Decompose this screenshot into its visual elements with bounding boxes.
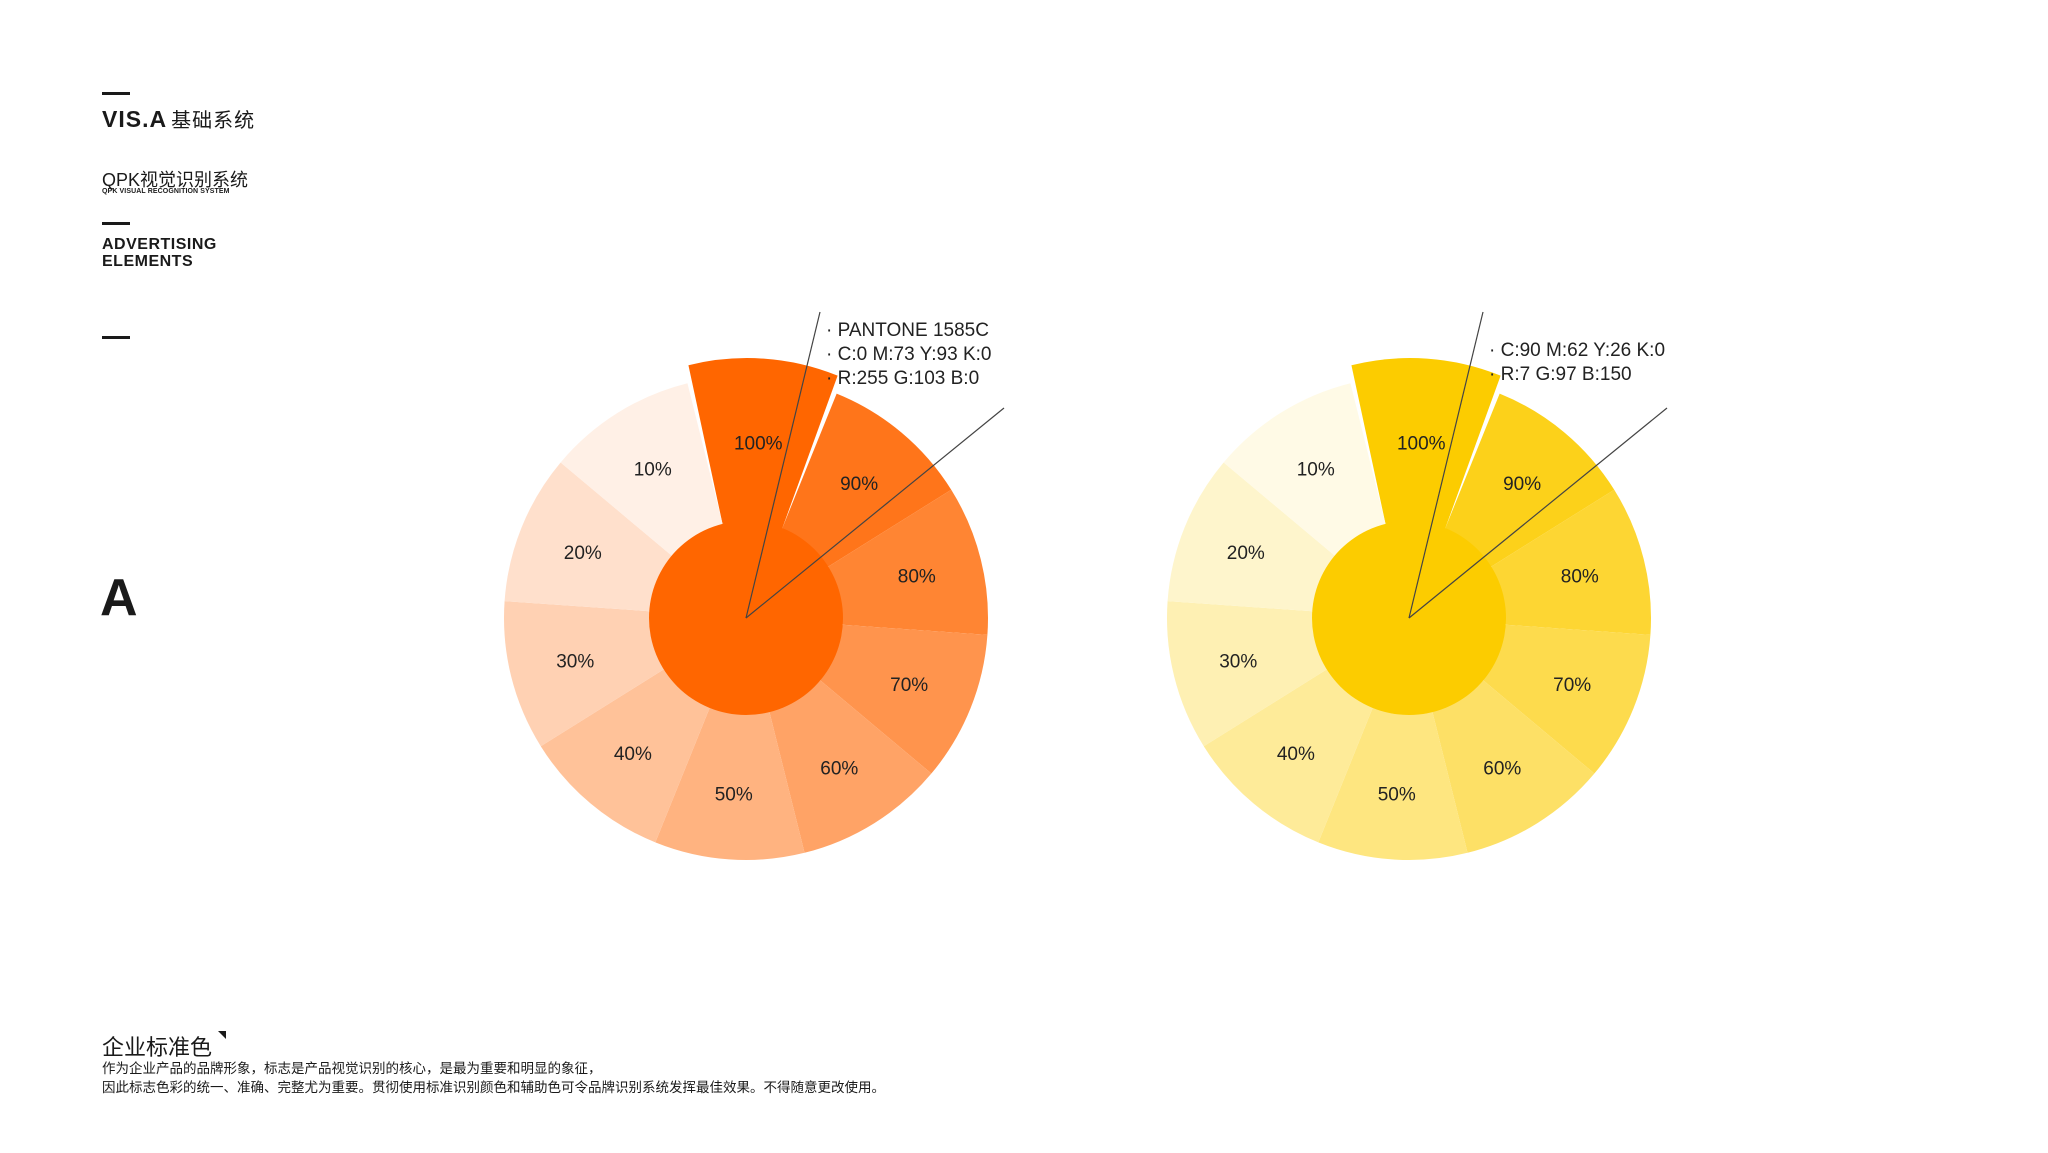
tint-segment-30pct (1167, 601, 1327, 747)
tint-segment-50pct (1318, 707, 1468, 860)
tint-label-20pct: 20% (1227, 543, 1265, 564)
tint-segment-10pct (560, 383, 723, 556)
tint-label-100pct: 100% (734, 433, 783, 454)
tint-segment-40pct (540, 669, 710, 843)
qpk-subtitle: QPK VISUAL RECOGNITION SYSTEM (102, 188, 230, 195)
tint-segment-20pct (504, 462, 672, 612)
tint-segment-90pct (782, 393, 952, 567)
tint-label-50pct: 50% (1378, 785, 1416, 806)
tint-segment-60pct (769, 680, 932, 853)
tint-label-40pct: 40% (1277, 744, 1315, 765)
section-letter: A (100, 569, 138, 627)
vis-code: VIS.A (102, 106, 168, 132)
tint-label-80pct: 80% (1561, 566, 1599, 587)
tint-label-70pct: 70% (1553, 675, 1591, 696)
header-dash-3 (102, 336, 130, 339)
vis-cn-title: 基础系统 (171, 110, 256, 132)
category-line-2: ELEMENTS (102, 253, 194, 270)
tint-segment-30pct (504, 601, 664, 747)
tint-label-20pct: 20% (564, 543, 602, 564)
tint-label-80pct: 80% (898, 566, 936, 587)
qpk-title: QPK视觉识别系统 (102, 170, 249, 190)
spec-line-3: · R:255 G:103 B:0 (826, 368, 979, 389)
tint-segment-50pct (655, 707, 805, 860)
header-dash-1 (102, 92, 130, 95)
spec-line-1: · C:90 M:62 Y:26 K:0 (1489, 340, 1665, 361)
tint-segment-70pct (820, 624, 988, 774)
tint-segment-20pct (1167, 462, 1335, 612)
tint-segment-40pct (1203, 669, 1373, 843)
leader-line-1 (745, 311, 821, 619)
color-wheel-yellow: 100% 90% 80% 70% 60% 50% 40% 30% 20% 10% · C:90 M:… (1167, 311, 1668, 860)
tint-label-100pct: 100% (1397, 433, 1446, 454)
tint-segment-60pct (1432, 680, 1595, 853)
tint-label-60pct: 60% (1483, 758, 1521, 779)
spec-line-2: · C:0 M:73 Y:93 K:0 (826, 344, 991, 365)
tint-segment-70pct (1483, 624, 1651, 774)
tint-label-40pct: 40% (614, 744, 652, 765)
tint-segment-100pct (1351, 358, 1501, 529)
tint-label-10pct: 10% (1297, 460, 1335, 481)
description-line-1: 作为企业产品的品牌形象，标志是产品视觉识别的核心，是最为重要和明显的象征， (102, 1061, 602, 1076)
leader-line-1 (1408, 311, 1484, 619)
corner-mark-icon (218, 1031, 226, 1039)
section-title: 企业标准色 (102, 1035, 213, 1060)
tint-label-60pct: 60% (820, 758, 858, 779)
color-wheel-orange: 100% 90% 80% 70% 60% 50% 40% 30% 20% 10% · PANTONE… (504, 311, 1005, 860)
tint-segment-100pct (688, 358, 838, 529)
category-line-1: ADVERTISING (102, 236, 217, 253)
tint-segment-80pct (828, 489, 988, 635)
tint-label-10pct: 10% (634, 460, 672, 481)
tint-label-90pct: 90% (1503, 474, 1541, 495)
header-dash-2 (102, 222, 130, 225)
leader-line-2 (1408, 407, 1668, 619)
tint-label-30pct: 30% (556, 652, 594, 673)
leader-line-2 (745, 407, 1005, 619)
tint-label-90pct: 90% (840, 474, 878, 495)
tint-segment-80pct (1491, 489, 1651, 635)
tint-label-70pct: 70% (890, 675, 928, 696)
tint-segment-10pct (1223, 383, 1386, 556)
tint-label-30pct: 30% (1219, 652, 1257, 673)
tint-label-50pct: 50% (715, 785, 753, 806)
tint-segment-90pct (1445, 393, 1615, 567)
spec-line-1: · PANTONE 1585C (826, 320, 989, 341)
description-line-2: 因此标志色彩的统一、准确、完整尤为重要。贯彻使用标准识别颜色和辅助色可令品牌识别… (102, 1080, 885, 1095)
spec-line-2: · R:7 G:97 B:150 (1489, 364, 1632, 385)
vis-title: VIS.A 基础系统 (102, 104, 255, 133)
